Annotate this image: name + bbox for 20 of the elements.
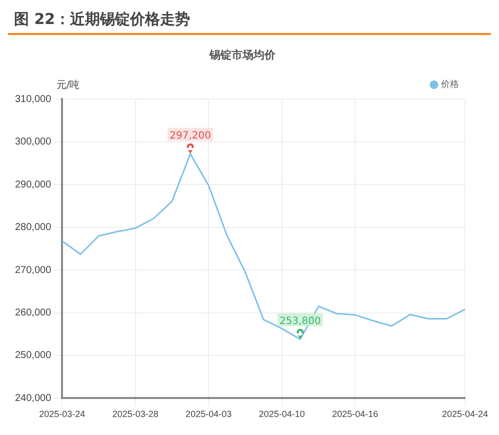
chart-subtitle: 锡锭市场均价 — [208, 48, 276, 62]
y-tick-label: 310,000 — [14, 94, 52, 105]
y-tick-label: 250,000 — [14, 350, 52, 362]
x-tick-label: 2025-03-28 — [112, 409, 158, 420]
x-tick-label: 2025-04-16 — [332, 409, 378, 420]
y-tick-label: 240,000 — [14, 392, 52, 404]
chart-title: 图 22：近期锡锭价格走势 — [13, 9, 192, 30]
y-axis-title: 元/吨 — [56, 78, 80, 91]
annotation: 253,800 — [280, 316, 321, 327]
annotation: 297,200 — [170, 130, 211, 142]
y-tick-label: 300,000 — [14, 136, 52, 148]
y-tick-label: 280,000 — [14, 222, 52, 234]
x-tick-label: 2025-04-10 — [258, 409, 305, 420]
y-tick-label: 270,000 — [14, 264, 52, 276]
x-tick-label: 2025-04-24 — [442, 409, 488, 420]
y-tick-label: 260,000 — [14, 308, 52, 319]
legend-label: 价格 — [440, 79, 459, 90]
x-tick-label: 2025-03-24 — [39, 409, 86, 420]
x-tick-label: 2025-04-03 — [186, 409, 232, 420]
y-tick-label: 290,000 — [14, 179, 52, 190]
